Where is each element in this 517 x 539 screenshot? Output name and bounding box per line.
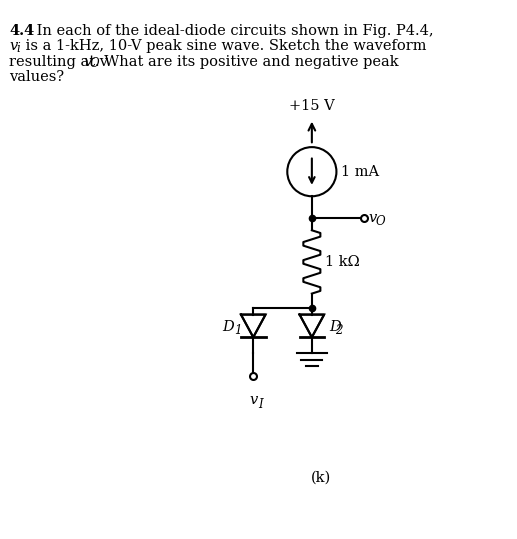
Text: 1: 1: [234, 324, 242, 337]
Text: (k): (k): [311, 471, 331, 485]
Text: . What are its positive and negative peak: . What are its positive and negative pea…: [95, 54, 398, 68]
Text: I: I: [258, 398, 263, 411]
Text: D: D: [329, 320, 341, 334]
Text: v: v: [249, 393, 257, 407]
Text: i: i: [16, 42, 20, 55]
Text: v: v: [83, 54, 92, 68]
Text: D: D: [223, 320, 234, 334]
Text: 2: 2: [336, 324, 343, 337]
Text: 1 mA: 1 mA: [341, 165, 379, 179]
Polygon shape: [241, 315, 266, 337]
Text: 1 kΩ: 1 kΩ: [325, 255, 360, 269]
Text: O: O: [90, 57, 99, 71]
Text: resulting at v: resulting at v: [9, 54, 109, 68]
Polygon shape: [299, 315, 324, 337]
Text: 4.4: 4.4: [9, 24, 35, 38]
Text: values?: values?: [9, 70, 65, 84]
Text: is a 1-kHz, 10-V peak sine wave. Sketch the waveform: is a 1-kHz, 10-V peak sine wave. Sketch …: [21, 39, 427, 53]
Text: v: v: [9, 39, 18, 53]
Text: In each of the ideal-diode circuits shown in Fig. P4.4,: In each of the ideal-diode circuits show…: [32, 24, 434, 38]
Text: O: O: [375, 215, 385, 229]
Text: +15 V: +15 V: [289, 99, 334, 113]
Text: v: v: [369, 211, 377, 225]
